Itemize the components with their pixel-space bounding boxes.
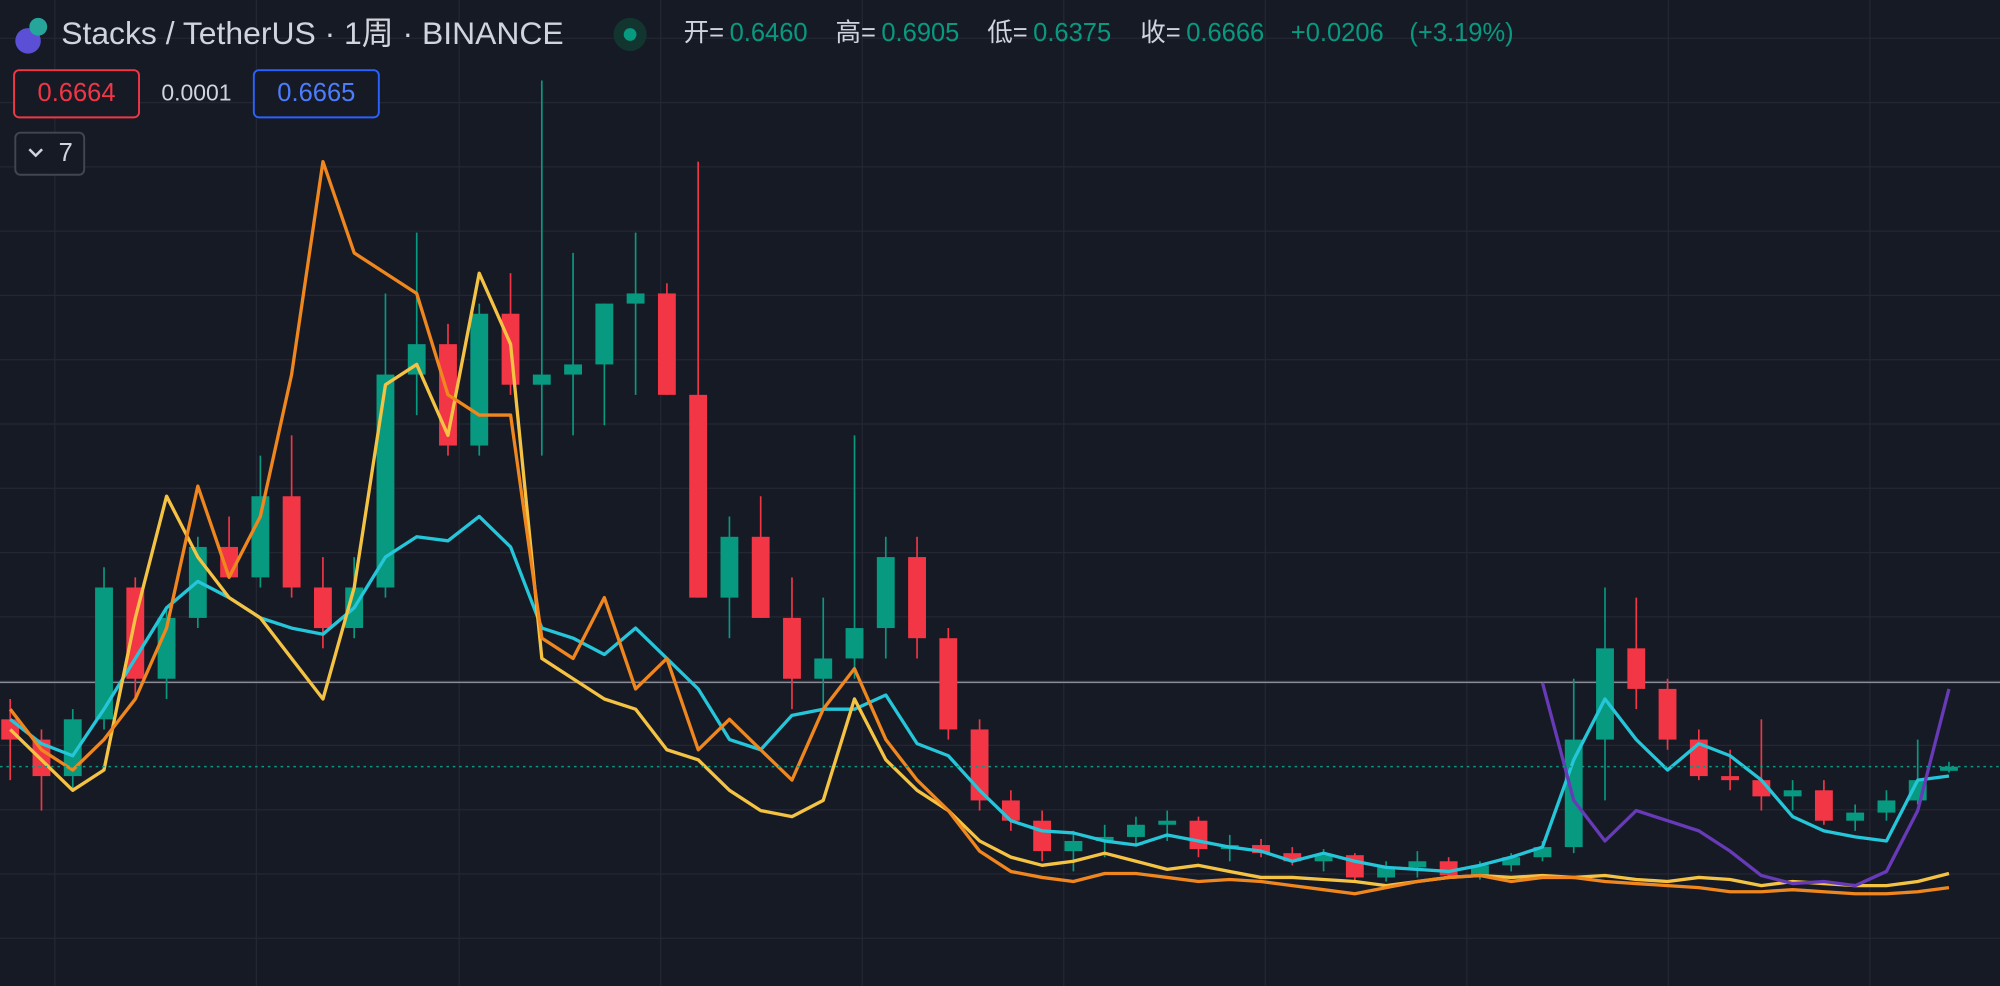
- candle-body: [1189, 820, 1208, 850]
- buy-button[interactable]: [252, 69, 380, 119]
- ohlc-key: 低=: [987, 19, 1027, 47]
- candle-body: [95, 587, 113, 720]
- sell-price: 0.6664: [38, 79, 116, 107]
- candle-body: [720, 536, 739, 598]
- status: [623, 28, 637, 41]
- candle-body: [1377, 867, 1396, 878]
- candle-body: [470, 313, 489, 446]
- ohlc-value: 0.6460: [730, 19, 808, 47]
- indicator-line: [9, 271, 1950, 888]
- buy-price: 0.6665: [277, 79, 355, 107]
- candle-body: [1470, 865, 1489, 876]
- candle-body: [595, 303, 614, 365]
- candle-body: [1533, 847, 1552, 858]
- change: +0.0206: [1291, 19, 1384, 47]
- candle-body: [1408, 861, 1427, 868]
- chevron: [28, 148, 43, 158]
- indicator-line: [1540, 682, 1951, 888]
- candle-body: [1033, 820, 1052, 852]
- candle-body: [532, 374, 551, 385]
- ohlc-value: 0.6905: [881, 19, 959, 47]
- candle-body: [1627, 648, 1646, 689]
- candle-body: [313, 587, 332, 629]
- candle-body: [970, 729, 989, 801]
- candle-body: [783, 617, 801, 679]
- candle-body: [251, 496, 270, 578]
- candle-body: [1783, 790, 1802, 797]
- candle-body: [157, 617, 176, 679]
- candle-body: [657, 293, 676, 395]
- candle-body: [751, 536, 770, 618]
- candle-body: [1064, 840, 1083, 852]
- ohlc-key: 高=: [835, 19, 875, 47]
- candle-body: [1158, 820, 1177, 825]
- candle-body: [63, 719, 82, 777]
- indicators-toggle[interactable]: [14, 131, 86, 176]
- candle-body: [376, 374, 395, 588]
- candle-body: [814, 658, 833, 679]
- candle-body: [1001, 800, 1020, 821]
- spread: 0.0001: [161, 79, 231, 105]
- indicator-count: 7: [59, 139, 73, 167]
- candle-body: [939, 638, 958, 730]
- candle-body: [876, 557, 895, 629]
- symbol[interactable]: Stacks / TetherUS · 1周 · BINANCE: [61, 15, 563, 51]
- candle-body: [1283, 853, 1302, 862]
- sell-button[interactable]: [13, 69, 140, 119]
- candle-body: [908, 557, 926, 639]
- candle-body: [1940, 766, 1958, 771]
- candle-body: [1658, 688, 1677, 740]
- header: Stacks / TetherUS · 1周 · BINANCE 开= 0.64…: [13, 15, 1514, 176]
- indicator-line: [8, 159, 1950, 896]
- ohlc-key: 收=: [1140, 19, 1180, 47]
- candle-body: [1846, 812, 1865, 821]
- indicator-line: [9, 514, 1950, 874]
- ohlc-key: 开=: [684, 19, 724, 47]
- candle-body: [1127, 824, 1145, 837]
- candle-body: [845, 628, 864, 659]
- candle-body: [564, 364, 583, 375]
- ohlc-value: 0.6666: [1186, 19, 1264, 47]
- candle-body: [626, 293, 645, 304]
- symbol-icon: [29, 17, 48, 36]
- candle-body: [1252, 845, 1270, 854]
- candle-body: [1095, 836, 1114, 841]
- candle-body: [282, 496, 301, 588]
- candle-body: [1439, 861, 1458, 876]
- change-percent: (+3.19%): [1409, 19, 1513, 47]
- candle-body: [1877, 800, 1896, 813]
- candle-body: [1814, 790, 1833, 821]
- candle-body: [1502, 857, 1521, 866]
- candle-body: [1314, 855, 1333, 862]
- candle-body: [1596, 648, 1614, 740]
- candle-body: [689, 394, 708, 598]
- candle-body: [1721, 776, 1740, 781]
- candle-body: [1564, 739, 1583, 848]
- plot: [0, 80, 2000, 896]
- candle-body: [126, 587, 145, 679]
- ohlc-value: 0.6375: [1033, 19, 1111, 47]
